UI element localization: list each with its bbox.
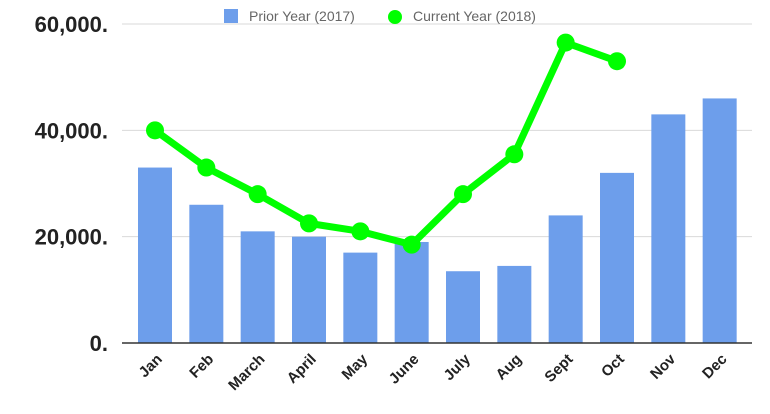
x-tick-label: March (225, 351, 268, 394)
x-tick-label: Jan (136, 351, 166, 381)
bar-april (292, 236, 326, 343)
x-tick-label: April (284, 351, 320, 387)
x-tick-label: July (441, 350, 475, 384)
point-march (248, 185, 267, 204)
bar-dec (702, 98, 737, 343)
grid-lines (122, 23, 752, 238)
x-tick-label: Feb (186, 351, 217, 382)
x-tick-label: May (339, 350, 372, 383)
point-aug (505, 145, 524, 164)
bars-prior-year (138, 98, 737, 343)
bar-nov (651, 114, 686, 343)
y-tick-label: 20,000. (35, 225, 108, 250)
point-oct (608, 52, 626, 71)
point-feb (197, 158, 216, 177)
bar-sept (548, 215, 583, 343)
bar-march (240, 231, 275, 343)
bar-aug (497, 265, 532, 343)
y-axis-ticks: 0. 20,000. 40,000. 60,000. (35, 12, 108, 356)
x-tick-label: Oct (598, 351, 628, 381)
y-tick-label: 0. (90, 331, 108, 356)
legend-label-current-year: Current Year (2018) (413, 8, 536, 24)
bar-feb (189, 204, 224, 343)
line-current-year (146, 33, 626, 254)
bar-june (394, 241, 429, 343)
legend-item-current-year: Current Year (2018) (388, 8, 536, 24)
line-path-current-year (151, 39, 621, 249)
bar-july (446, 271, 480, 343)
bar-jan (138, 167, 172, 343)
point-sept (556, 33, 575, 52)
point-april (300, 214, 318, 233)
legend-swatch-prior-year (224, 9, 238, 23)
x-axis-ticks: Jan Feb March April May June July Aug Sept Oct Nov… (136, 350, 731, 394)
x-tick-label: Aug (493, 351, 526, 384)
y-tick-label: 60,000. (35, 12, 108, 37)
x-tick-label: Nov (647, 350, 680, 383)
point-may (351, 222, 370, 241)
x-tick-label: Dec (699, 351, 730, 382)
point-june (402, 235, 421, 254)
point-jan (146, 121, 164, 140)
x-tick-label: June (386, 351, 423, 388)
bar-oct (600, 172, 634, 343)
y-tick-label: 40,000. (35, 118, 108, 143)
legend: Prior Year (2017) Current Year (2018) (224, 8, 536, 24)
legend-label-prior-year: Prior Year (2017) (249, 8, 355, 24)
bar-may (343, 252, 378, 343)
legend-swatch-current-year (388, 10, 402, 24)
x-tick-label: Sept (541, 351, 576, 386)
legend-item-prior-year: Prior Year (2017) (224, 8, 355, 24)
point-july (454, 185, 472, 204)
